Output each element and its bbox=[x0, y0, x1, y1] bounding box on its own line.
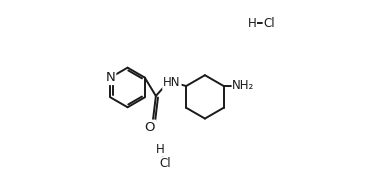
Text: Cl: Cl bbox=[159, 157, 171, 170]
Text: O: O bbox=[145, 121, 155, 134]
Text: H: H bbox=[156, 143, 165, 156]
Text: HN: HN bbox=[163, 76, 181, 89]
Text: H: H bbox=[248, 17, 257, 30]
Text: N: N bbox=[105, 71, 115, 84]
Text: Cl: Cl bbox=[263, 17, 275, 30]
Text: NH₂: NH₂ bbox=[232, 79, 254, 92]
